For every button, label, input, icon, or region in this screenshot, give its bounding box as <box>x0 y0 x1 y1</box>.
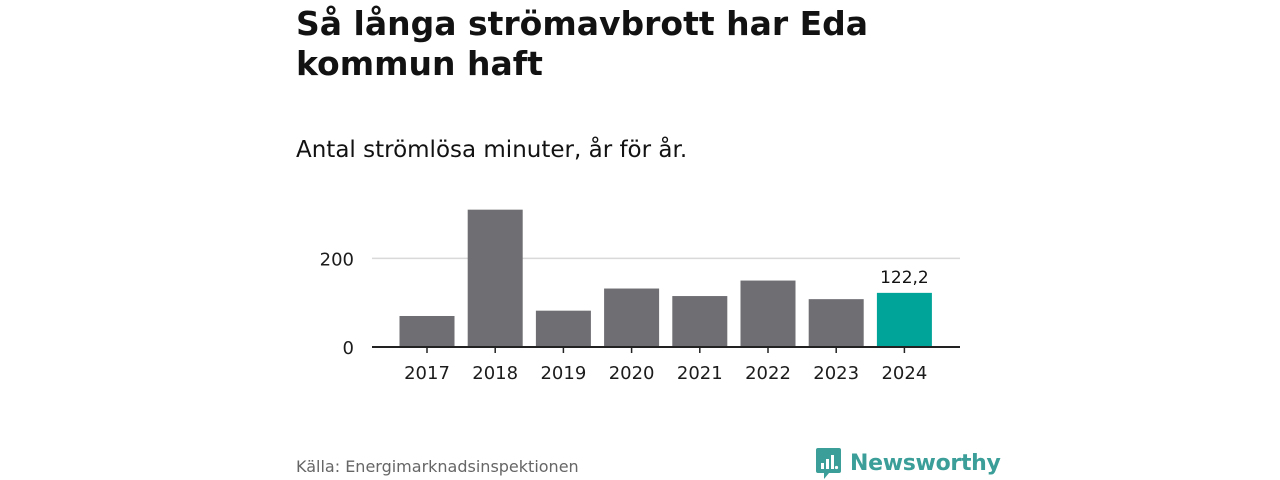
bar-2021 <box>672 296 728 347</box>
bar-2022 <box>740 280 796 347</box>
source-note: Källa: Energimarknadsinspektionen <box>296 457 579 476</box>
bar-2023 <box>808 299 864 347</box>
newsworthy-logo-icon <box>816 447 841 479</box>
chart-subtitle: Antal strömlösa minuter, år för år. <box>296 137 688 163</box>
chart-title: Så långa strömavbrott har Eda kommun haf… <box>296 4 869 83</box>
x-tick-label-2023: 2023 <box>813 363 859 384</box>
x-tick-label-2017: 2017 <box>404 363 450 384</box>
x-tick-label-2020: 2020 <box>609 363 655 384</box>
bar-2020 <box>604 288 660 347</box>
x-tick-label-2019: 2019 <box>540 363 586 384</box>
data-label-2024: 122,2 <box>880 268 929 288</box>
x-tick-label-2018: 2018 <box>472 363 518 384</box>
bar-2017 <box>399 315 455 347</box>
x-tick-label-2021: 2021 <box>677 363 723 384</box>
chart-container: Så långa strömavbrott har Eda kommun haf… <box>296 0 1001 480</box>
bar-chart: 0 200 2017 2018 2019 2020 2021 2022 2023 2024 122,… <box>320 209 960 384</box>
bar-2018 <box>467 209 523 347</box>
y-tick-label-200: 200 <box>320 249 354 270</box>
brand-name: Newsworthy <box>850 450 1001 476</box>
x-tick-label-2024: 2024 <box>881 363 927 384</box>
y-tick-label-0: 0 <box>343 338 354 359</box>
bar-2024 <box>876 292 932 347</box>
brand-logo: Newsworthy <box>815 446 1001 480</box>
bar-layer <box>399 209 932 347</box>
axis-layer <box>372 346 960 353</box>
bar-2019 <box>535 310 591 347</box>
x-tick-label-2022: 2022 <box>745 363 791 384</box>
label-layer: 0 200 2017 2018 2019 2020 2021 2022 2023 2024 122,… <box>320 249 929 384</box>
